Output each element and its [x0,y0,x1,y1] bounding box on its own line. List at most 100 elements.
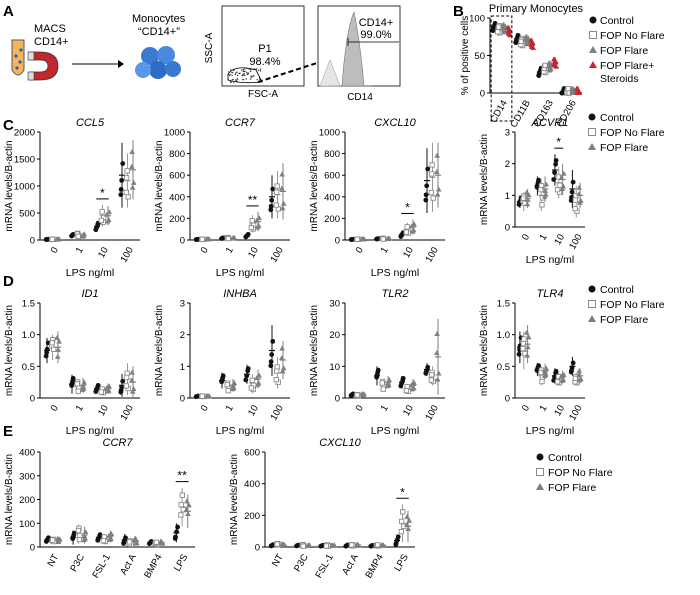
legend-e-flare: FOP Flare [548,482,596,494]
data-point [120,378,126,384]
y-axis-label: mRNA levels/B-actin [4,454,15,545]
data-point [44,538,50,543]
legend-e-no-flare: FOP No Flare [548,467,613,479]
flow-event-dot [236,78,238,80]
data-point [280,200,287,206]
data-point [118,387,124,393]
x-tick-label: 1 [379,245,391,255]
y-tick-label: 0.5 [497,362,510,373]
data-point [254,375,260,381]
data-point [279,368,286,374]
x-tick-label: 0 [199,245,211,255]
y-tick-label: 0 [255,543,260,554]
legend-d-control: Control [600,284,634,296]
data-point [572,375,579,382]
data-point [552,170,557,175]
data-point [95,537,101,543]
data-point [354,541,360,547]
y-tick-label: 0 [30,394,35,405]
y-tick-label: 2 [180,330,185,341]
data-point [123,374,130,381]
cd14-gate-value: 99.0% [360,29,391,41]
data-point [249,218,255,224]
flow-event-dot [245,78,247,80]
data-point [410,227,417,233]
y-tick-label: 200 [324,214,340,225]
flow-event-dot [243,70,245,73]
data-point [132,535,139,541]
data-point [409,223,415,229]
data-point [435,186,442,192]
data-point [269,352,275,357]
data-point [230,385,237,391]
x-tick-label: 100 [567,403,584,422]
data-point [434,152,440,158]
cd14-gate-name: CD14+ [359,17,394,29]
data-point [516,351,522,357]
data-point [375,236,381,242]
y-tick-label: 400 [169,192,185,203]
data-point [534,184,540,190]
data-point [543,371,549,377]
data-point [538,369,544,376]
data-point [525,344,531,350]
data-point [349,237,355,242]
data-point [551,177,557,182]
x-tick-label: 0 [520,232,532,242]
data-point [349,392,355,398]
flow-event-dot [244,68,246,70]
data-point [560,183,567,189]
data-point [570,360,576,366]
p1-gate-value: 98.4% [249,56,280,68]
y-tick-label: 0 [505,223,510,234]
x-tick-label: 100 [118,403,135,422]
significance-label: * [100,186,105,200]
y-tick-label: 0.5 [22,362,35,373]
data-point [404,521,410,527]
data-point [552,57,559,63]
data-point [273,376,279,383]
data-point [576,184,583,190]
data-point [123,189,129,196]
data-point [553,158,559,163]
chart-b: 0 50 100 Primary Monocytes % of positive cel… [460,3,584,130]
cells-icon [135,46,181,79]
flow-event-dot [238,72,240,75]
data-point [428,377,434,383]
data-point [515,34,521,40]
chart-title: TLR4 [537,288,564,300]
y-tick-label: 1 [505,191,510,202]
data-point [279,205,286,211]
data-point [129,163,135,169]
x-tick-label: 10 [401,245,416,260]
data-point [98,217,104,224]
data-point [528,37,534,43]
y-tick-label: 0 [335,394,340,405]
data-point [224,381,230,388]
data-point [410,385,417,391]
magnet-icon [27,51,59,81]
data-point [126,539,133,545]
data-point [71,532,77,538]
data-point [184,498,190,504]
flow-event-dot [257,69,260,72]
data-point [244,373,250,379]
y-tick-label: 100 [469,14,485,25]
data-point [70,536,76,542]
x-tick-label: FSL-1 [90,552,112,580]
data-point [268,363,274,369]
data-point [118,192,124,198]
data-point [521,336,527,342]
data-point [225,388,231,394]
y-tick-label: 1 [180,362,185,373]
chart-title: ID1 [81,288,98,300]
data-point [305,542,312,548]
x-axis-label: LPS ng/ml [66,425,114,437]
data-point [543,181,550,187]
data-point [559,186,566,191]
y-tick-label: 50 [474,51,485,62]
data-point [523,36,529,42]
data-point [354,236,360,242]
